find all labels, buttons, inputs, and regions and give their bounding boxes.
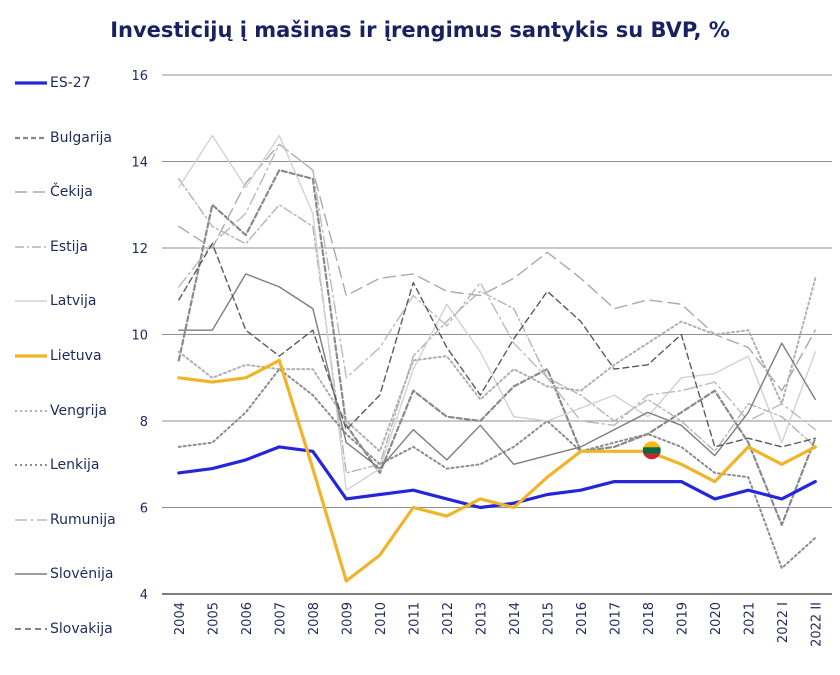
legend-swatch xyxy=(15,628,47,630)
x-tick-label: 2017 xyxy=(608,602,623,635)
legend-swatch xyxy=(15,573,47,576)
legend-swatch xyxy=(15,354,47,358)
legend-label: Latvija xyxy=(50,293,97,310)
y-tick-label: 8 xyxy=(140,415,148,430)
x-tick-label: 2012 xyxy=(441,602,456,635)
legend-item: Vengrija xyxy=(14,399,107,423)
x-tick-label: 2020 xyxy=(709,602,724,635)
x-tick-label: 2011 xyxy=(407,602,422,635)
legend-label: Lietuva xyxy=(50,348,102,364)
legend-item: Lenkija xyxy=(14,453,100,477)
legend-item: Slovėnija xyxy=(14,562,113,586)
chart-title: Investicijų į mašinas ir įrengimus santy… xyxy=(110,18,730,42)
series-line-slovėnija xyxy=(178,273,816,470)
x-tick-label: 2014 xyxy=(508,602,523,635)
x-tick-label: 2004 xyxy=(173,602,188,635)
legend-swatch xyxy=(15,464,47,467)
x-tick-label: 2022 I xyxy=(776,602,791,643)
legend-label: Čekija xyxy=(50,184,93,201)
series-line-estija xyxy=(178,178,816,474)
legend-item: Rumunija xyxy=(14,508,116,532)
series-line-vengrija xyxy=(177,277,817,453)
chart-legend: ES-27 Bulgarija Čekija Estija Latvija Lietuva… xyxy=(14,56,134,656)
legend-label: Slovakija xyxy=(50,621,113,637)
legend-label: Lenkija xyxy=(50,457,100,474)
y-tick-label: 12 xyxy=(131,242,148,257)
legend-item: Čekija xyxy=(14,180,93,204)
series-line-lietuva xyxy=(177,358,817,583)
y-tick-label: 14 xyxy=(131,156,148,171)
series-line-bulgarija xyxy=(177,169,817,526)
x-tick-label: 2009 xyxy=(340,602,355,635)
x-tick-label: 2021 xyxy=(742,602,757,635)
legend-label: Vengrija xyxy=(50,402,107,419)
legend-swatch xyxy=(15,300,47,303)
x-tick-label: 2018 xyxy=(642,602,657,635)
legend-swatch xyxy=(15,409,47,412)
x-tick-label: 2016 xyxy=(575,602,590,635)
legend-label: Rumunija xyxy=(50,511,116,528)
x-tick-label: 2013 xyxy=(474,602,489,635)
legend-swatch xyxy=(15,245,47,248)
x-tick-label: 2019 xyxy=(675,602,690,635)
legend-item: Estija xyxy=(14,235,88,259)
x-tick-label: 2006 xyxy=(240,602,255,635)
series-line-slovakija xyxy=(178,242,816,448)
x-tick-label: 2022 II xyxy=(809,602,824,647)
legend-item: ES-27 xyxy=(14,71,91,95)
legend-item: Slovakija xyxy=(14,617,113,641)
legend-swatch xyxy=(15,191,47,193)
legend-label: Estija xyxy=(50,238,88,255)
legend-item: Latvija xyxy=(14,289,97,313)
legend-swatch xyxy=(15,136,47,139)
x-tick-label: 2008 xyxy=(307,602,322,635)
y-tick-label: 4 xyxy=(140,588,148,603)
legend-label: ES-27 xyxy=(50,75,91,91)
legend-label: Slovėnija xyxy=(50,566,114,583)
x-tick-label: 2005 xyxy=(206,602,221,635)
y-tick-label: 10 xyxy=(131,329,148,344)
y-tick-label: 16 xyxy=(131,69,148,84)
legend-item: Bulgarija xyxy=(14,126,112,150)
x-tick-label: 2015 xyxy=(541,602,556,635)
lithuania-flag-icon xyxy=(642,441,661,460)
x-tick-label: 2010 xyxy=(374,602,389,635)
legend-swatch xyxy=(15,518,47,521)
legend-item: Lietuva xyxy=(14,344,102,368)
y-tick-label: 6 xyxy=(140,502,148,517)
x-tick-label: 2007 xyxy=(273,602,288,635)
legend-label: Bulgarija xyxy=(50,129,112,146)
legend-swatch xyxy=(15,81,47,85)
series-line-rumunija xyxy=(178,143,816,431)
series-line-es-27 xyxy=(177,445,817,510)
